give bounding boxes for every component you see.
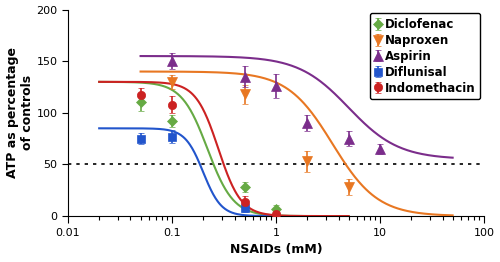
Y-axis label: ATP as percentage
of controls: ATP as percentage of controls xyxy=(6,47,34,178)
Legend: Diclofenac, Naproxen, Aspirin, Diflunisal, Indomethacin: Diclofenac, Naproxen, Aspirin, Diflunisa… xyxy=(370,13,480,99)
X-axis label: NSAIDs (mM): NSAIDs (mM) xyxy=(230,243,322,256)
